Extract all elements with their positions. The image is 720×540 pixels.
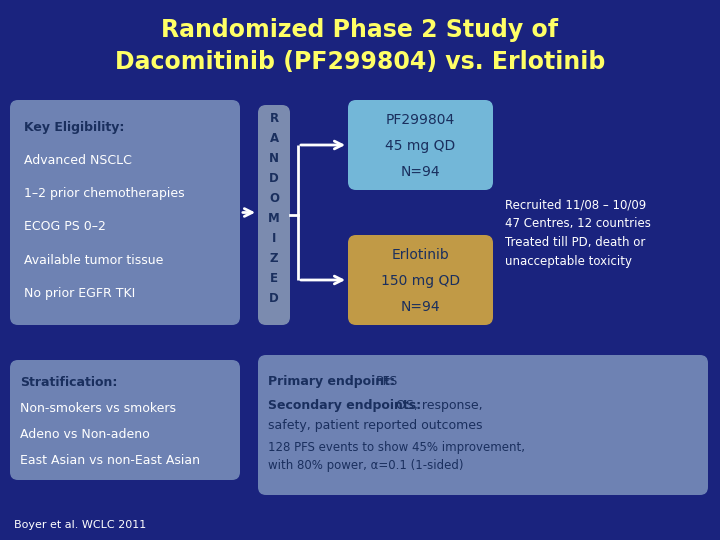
Text: Treated till PD, death or: Treated till PD, death or bbox=[505, 236, 645, 249]
Text: Key Eligibility:: Key Eligibility: bbox=[24, 122, 125, 134]
Text: Boyer et al. WCLC 2011: Boyer et al. WCLC 2011 bbox=[14, 520, 146, 530]
FancyBboxPatch shape bbox=[258, 105, 290, 325]
Text: East Asian vs non-East Asian: East Asian vs non-East Asian bbox=[20, 454, 200, 467]
Text: N: N bbox=[269, 152, 279, 165]
FancyBboxPatch shape bbox=[10, 100, 240, 325]
Text: ECOG PS 0–2: ECOG PS 0–2 bbox=[24, 220, 106, 233]
Text: with 80% power, α=0.1 (1-sided): with 80% power, α=0.1 (1-sided) bbox=[268, 459, 464, 472]
Text: OS, response,: OS, response, bbox=[396, 399, 482, 412]
Text: Advanced NSCLC: Advanced NSCLC bbox=[24, 154, 132, 167]
Text: A: A bbox=[269, 132, 279, 145]
Text: Secondary endpoints:: Secondary endpoints: bbox=[268, 399, 426, 412]
FancyBboxPatch shape bbox=[10, 360, 240, 480]
FancyBboxPatch shape bbox=[348, 100, 493, 190]
Text: Stratification:: Stratification: bbox=[20, 375, 117, 388]
Text: Dacomitinib (PF299804) vs. Erlotinib: Dacomitinib (PF299804) vs. Erlotinib bbox=[114, 50, 606, 74]
Text: safety, patient reported outcomes: safety, patient reported outcomes bbox=[268, 419, 482, 432]
Text: I: I bbox=[272, 233, 276, 246]
Text: 45 mg QD: 45 mg QD bbox=[385, 139, 456, 153]
Text: D: D bbox=[269, 172, 279, 186]
FancyBboxPatch shape bbox=[258, 355, 708, 495]
Text: D: D bbox=[269, 293, 279, 306]
Text: N=94: N=94 bbox=[401, 165, 441, 179]
Text: Available tumor tissue: Available tumor tissue bbox=[24, 253, 163, 267]
Text: E: E bbox=[270, 273, 278, 286]
Text: PFS: PFS bbox=[376, 375, 398, 388]
Text: No prior EGFR TKI: No prior EGFR TKI bbox=[24, 287, 135, 300]
Text: Erlotinib: Erlotinib bbox=[392, 248, 449, 262]
Text: Primary endpoint:: Primary endpoint: bbox=[268, 375, 400, 388]
Text: N=94: N=94 bbox=[401, 300, 441, 314]
Text: O: O bbox=[269, 192, 279, 206]
Text: Adeno vs Non-adeno: Adeno vs Non-adeno bbox=[20, 428, 150, 441]
Text: PF299804: PF299804 bbox=[386, 113, 455, 127]
Text: Non-smokers vs smokers: Non-smokers vs smokers bbox=[20, 402, 176, 415]
Text: unacceptable toxicity: unacceptable toxicity bbox=[505, 255, 632, 268]
Text: R: R bbox=[269, 112, 279, 125]
Text: M: M bbox=[268, 213, 280, 226]
FancyBboxPatch shape bbox=[348, 235, 493, 325]
Text: 128 PFS events to show 45% improvement,: 128 PFS events to show 45% improvement, bbox=[268, 441, 525, 454]
Text: 47 Centres, 12 countries: 47 Centres, 12 countries bbox=[505, 217, 651, 230]
Text: Z: Z bbox=[270, 253, 278, 266]
Text: 150 mg QD: 150 mg QD bbox=[381, 274, 460, 288]
Text: Randomized Phase 2 Study of: Randomized Phase 2 Study of bbox=[161, 18, 559, 42]
Text: 1–2 prior chemotherapies: 1–2 prior chemotherapies bbox=[24, 187, 184, 200]
Text: Recruited 11/08 – 10/09: Recruited 11/08 – 10/09 bbox=[505, 198, 647, 211]
